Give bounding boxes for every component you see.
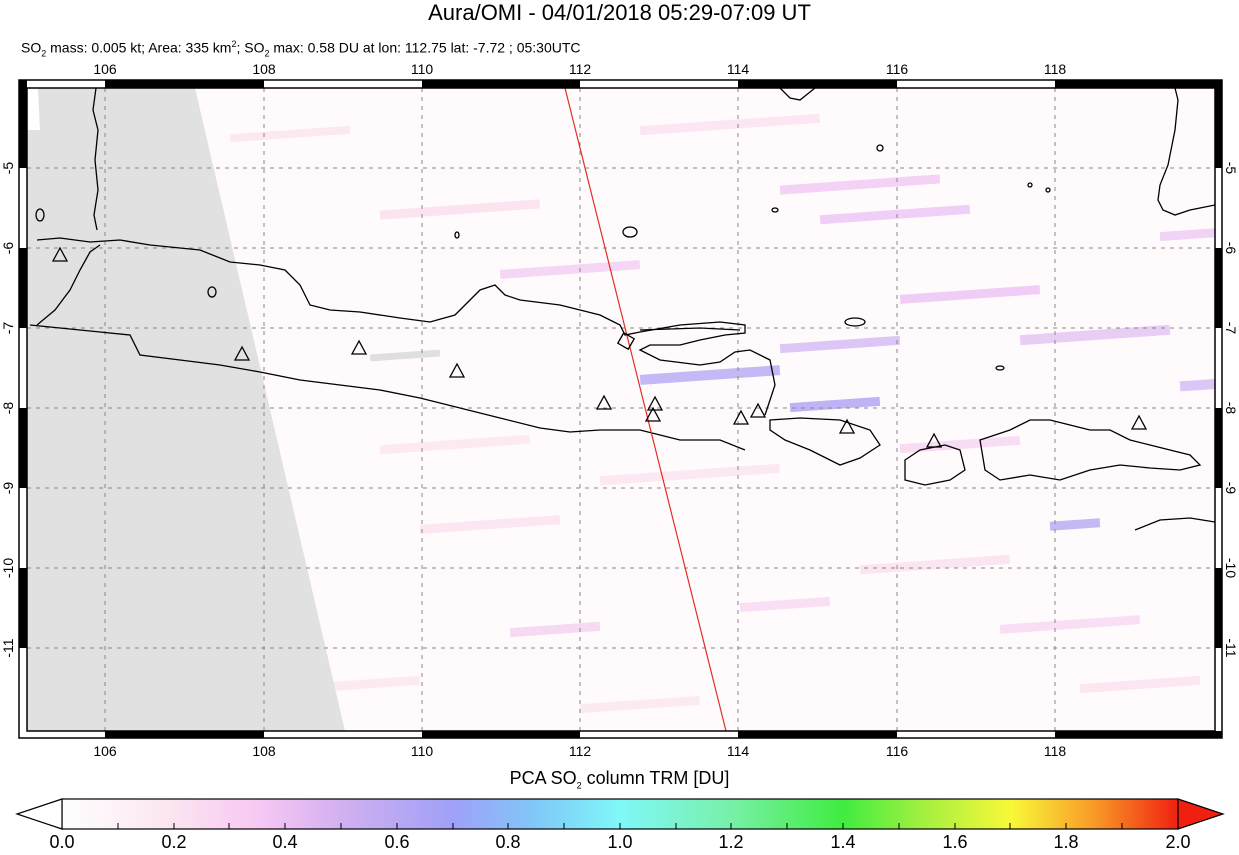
mass-area-text: mass: 0.005 kt; Area: 335 km [46,39,232,56]
lat-tick-left: -10 [0,557,16,579]
volcano-icon [644,406,662,422]
lat-tick-left: -9 [0,481,16,495]
lat-tick-right: -7 [1223,321,1239,335]
map-title: Aura/OMI - 04/01/2018 05:29-07:09 UT [428,0,811,25]
lon-tick-bottom: 110 [410,743,434,759]
colorbar-tick-label: 2.0 [1165,832,1191,852]
lon-tick-top: 118 [1043,61,1067,77]
lon-tick-top: 108 [252,61,276,77]
volcano-icon [646,395,664,411]
colorbar [15,798,1225,830]
colorbar-tick-label: 1.8 [1053,832,1079,852]
lon-tick-top: 106 [93,61,117,77]
colorbar-tick-label: 0.6 [384,832,410,852]
coastlines [29,88,1215,531]
no-data-region [27,88,345,731]
lat-tick-right: -11 [1223,638,1239,658]
lat-tick-left: -5 [0,161,16,175]
lat-tick-left: -7 [0,321,16,335]
graticule [27,88,1215,731]
volcano-icon [233,345,251,361]
lon-tick-bottom: 108 [252,743,276,759]
colorbar-tick-label: 0.4 [272,832,298,852]
colorbar-tick-label: 1.4 [830,832,856,852]
lat-tick-right: -10 [1223,557,1239,579]
volcano-icon [350,339,368,355]
lon-tick-top: 112 [568,61,592,77]
lat-tick-right: -9 [1223,481,1239,495]
volcano-icon [838,418,856,434]
colorbar-tick-label: 1.2 [718,832,744,852]
so2-subscript: 2 [41,48,47,59]
colorbar-title-post: column TRM [DU] [581,768,730,788]
lat-tick-right: -5 [1223,161,1239,175]
lon-tick-bottom: 114 [726,743,750,759]
so2-max-marker [616,331,636,351]
volcano-icon [595,394,613,410]
volcano-icon [1130,414,1148,430]
orbit-track-line [564,88,727,731]
so2max-subscript: 2 [264,48,270,59]
map-frame [18,79,1223,739]
lat-tick-right: -8 [1223,401,1239,415]
colorbar-tick-label: 0.0 [49,832,75,852]
so2-label: SO [21,39,42,56]
lon-tick-bottom: 112 [568,743,592,759]
so2-summary: SO2 mass: 0.005 kt; Area: 335 km2; SO2 m… [21,35,581,62]
lat-tick-left: -6 [0,241,16,255]
colorbar-title-sub: 2 [576,780,582,791]
lon-tick-top: 116 [885,61,909,77]
colorbar-title-pre: PCA SO [509,768,577,788]
volcano-icon [732,409,750,425]
colorbar-tick-label: 1.6 [942,832,968,852]
so2max-location-text: max: 0.58 DU at lon: 112.75 lat: -7.72 ;… [269,39,581,56]
colorbar-title: PCA SO2 column TRM [DU] [0,768,1239,791]
volcano-icon [925,432,943,448]
lon-tick-bottom: 118 [1043,743,1067,759]
area-superscript: 2 [231,39,237,49]
so2-retrieval-pixels [229,113,1215,714]
lon-tick-bottom: 106 [93,743,117,759]
lat-tick-left: -11 [0,638,16,658]
colorbar-under-arrow [15,798,63,830]
volcano-icon [51,246,69,262]
lat-tick-right: -6 [1223,241,1239,255]
colorbar-tick-label: 0.2 [161,832,187,852]
lat-tick-left: -8 [0,401,16,415]
lon-tick-bottom: 116 [885,743,909,759]
colorbar-over-arrow [1177,798,1225,830]
lon-tick-top: 114 [726,61,750,77]
volcano-markers [51,246,1148,448]
so2max-label: ; SO [236,39,265,56]
lon-tick-top: 110 [410,61,434,77]
volcano-icon [749,402,767,418]
colorbar-tick-label: 1.0 [607,832,633,852]
map-plot-area [27,88,1215,731]
volcano-icon [448,362,466,378]
colorbar-tick-label: 0.8 [495,832,521,852]
